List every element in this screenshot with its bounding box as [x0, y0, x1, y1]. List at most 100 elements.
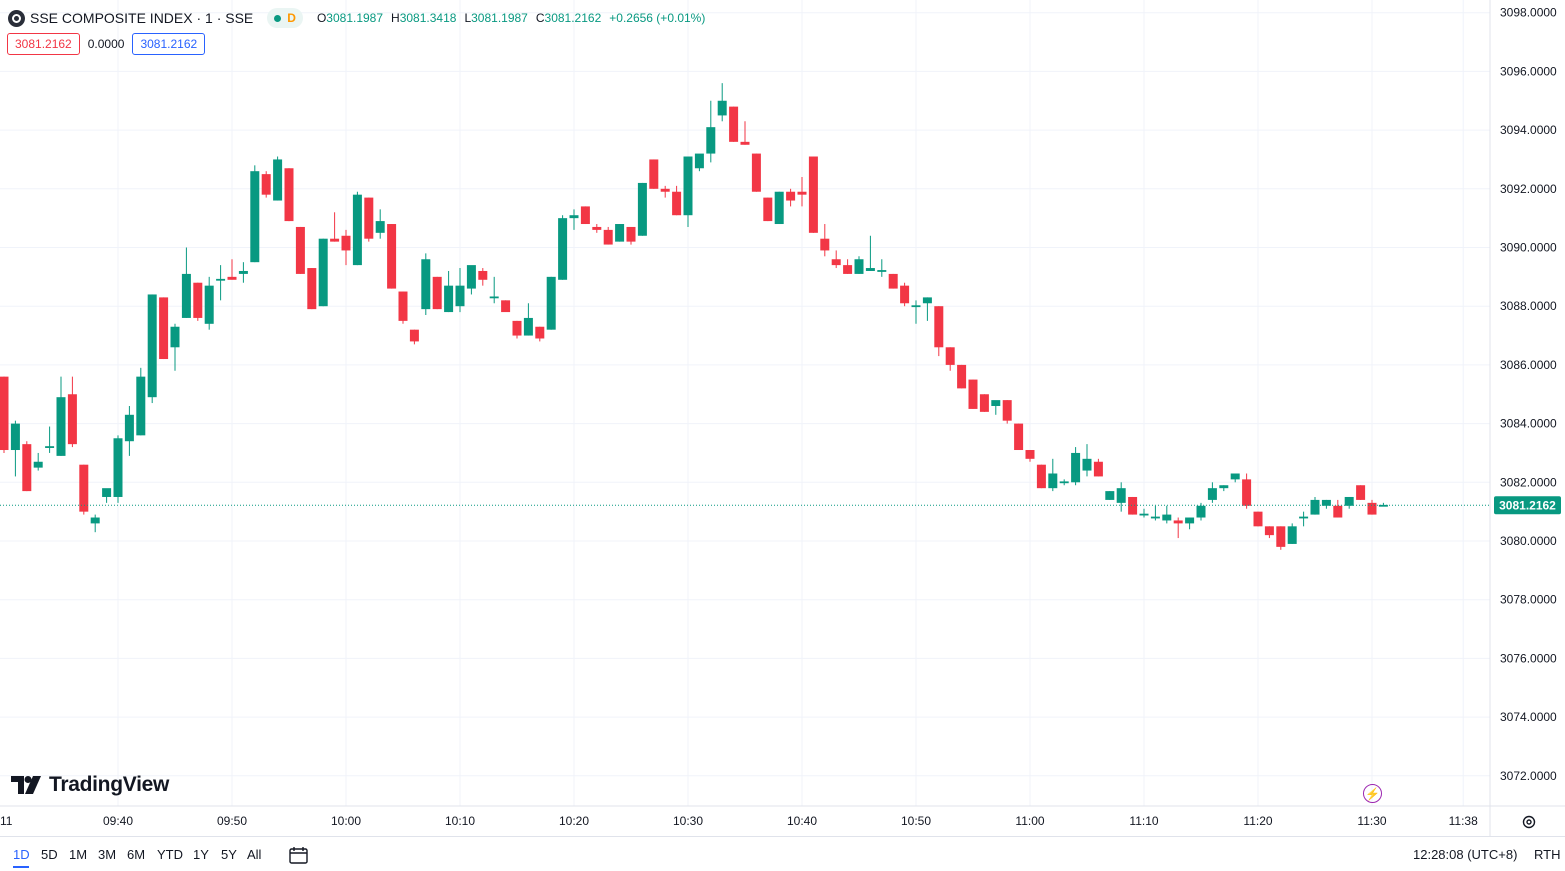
ask-value[interactable]: 3081.2162: [132, 33, 206, 55]
candle: [672, 185, 682, 216]
symbol-logo-icon: [8, 9, 25, 27]
candle: [694, 153, 704, 172]
candle-body: [10, 423, 20, 451]
candle-body: [387, 224, 397, 289]
candle-body: [786, 191, 796, 201]
candle-body: [558, 218, 568, 280]
candle: [877, 259, 887, 277]
status-badge: D: [287, 11, 296, 25]
calendar-range-icon[interactable]: [289, 846, 309, 864]
range-button-5d[interactable]: 5D: [41, 847, 58, 862]
bottom-toolbar: 1D 5D 1M 3M 6M YTD 1Y 5Y All 12:28:08 (UTC+8) RT…: [0, 836, 1565, 871]
range-button-all[interactable]: All: [247, 847, 262, 862]
candle: [33, 452, 43, 471]
candle-body: [193, 282, 203, 318]
candle: [637, 182, 647, 236]
gear-icon[interactable]: [1521, 814, 1537, 830]
range-button-1d[interactable]: 1D: [13, 847, 30, 862]
candle: [1207, 482, 1217, 503]
candle-body: [1150, 516, 1160, 519]
time-tick-label: 11:10: [1129, 814, 1158, 828]
candle-body: [238, 270, 248, 274]
candle: [1378, 502, 1388, 507]
session-toggle[interactable]: RTH: [1534, 847, 1561, 862]
candle-body: [227, 276, 237, 280]
candle-body: [181, 273, 191, 318]
candle: [113, 435, 123, 503]
candle-body: [672, 191, 682, 216]
candle-body: [649, 159, 659, 189]
candle-body: [637, 182, 647, 236]
range-button-3m[interactable]: 3M: [98, 847, 117, 862]
candle: [1242, 473, 1252, 509]
clock-display[interactable]: 12:28:08 (UTC+8): [1413, 847, 1518, 862]
candle-body: [888, 273, 898, 289]
candle: [432, 276, 442, 310]
candle-body: [1162, 514, 1172, 521]
candle-body: [694, 153, 704, 169]
candle-body: [261, 174, 271, 195]
time-tick-label: 11:00: [1015, 814, 1044, 828]
range-button-1m[interactable]: 1M: [69, 847, 88, 862]
market-status-badge[interactable]: D: [267, 8, 303, 28]
price-tick-label: 3084.0000: [1500, 417, 1557, 431]
candle-body: [523, 317, 533, 336]
candle-body: [820, 238, 830, 251]
range-button-ytd[interactable]: YTD: [157, 847, 183, 862]
time-tick-label: 09:40: [103, 814, 133, 828]
candle-body: [683, 156, 693, 216]
candle-body: [957, 364, 967, 389]
candle-body: [1128, 496, 1138, 515]
candle: [273, 156, 283, 201]
candle-body: [900, 285, 910, 304]
candle: [615, 224, 625, 242]
candle: [159, 297, 169, 360]
range-button-5y[interactable]: 5Y: [221, 847, 237, 862]
candlestick-chart[interactable]: 3072.0000 3074.0000 3076.0000 3078.0000 3080…: [0, 0, 1565, 836]
candle-body: [136, 376, 146, 436]
candle-body: [1219, 485, 1229, 489]
candle: [1059, 479, 1069, 486]
candle-body: [1048, 473, 1058, 489]
candle: [957, 364, 967, 389]
chart-legend: SSE COMPOSITE INDEX · 1 · SSE D O3081.19…: [8, 8, 705, 28]
price-axis[interactable]: 3072.0000 3074.0000 3076.0000 3078.0000 3080…: [1489, 0, 1557, 836]
candle: [409, 329, 419, 345]
candle: [193, 282, 203, 321]
candle: [569, 209, 579, 230]
time-tick-label: 10:20: [559, 814, 589, 828]
candle-body: [740, 141, 750, 145]
candle: [1253, 511, 1263, 527]
candle: [0, 376, 9, 453]
candle: [1230, 473, 1240, 483]
time-tick-label: 10:00: [331, 814, 361, 828]
candle: [341, 229, 351, 266]
candle-body: [364, 197, 374, 239]
ohlc-close: C3081.2162: [535, 11, 602, 25]
range-button-6m[interactable]: 6M: [127, 847, 146, 862]
candle: [147, 294, 157, 404]
bid-value[interactable]: 3081.2162: [7, 33, 80, 55]
candle-body: [626, 226, 636, 242]
candle: [649, 159, 659, 189]
candle: [136, 367, 146, 436]
lightning-icon[interactable]: ⚡: [1363, 784, 1382, 803]
range-button-1y[interactable]: 1Y: [193, 847, 209, 862]
candle-body: [1116, 488, 1126, 503]
last-price-label: 3081.2162: [1499, 498, 1556, 512]
candle: [478, 268, 488, 286]
candle: [398, 291, 408, 324]
candle-body: [1025, 450, 1035, 459]
candle-body: [398, 291, 408, 321]
candle: [888, 273, 898, 289]
price-tick-label: 3074.0000: [1500, 710, 1557, 724]
candle: [466, 265, 476, 295]
candle-body: [330, 238, 340, 242]
time-axis[interactable]: 11 09:40 09:50 10:00 10:10 10:20 10:30 10:40 10:…: [0, 805, 1565, 828]
candle-body: [535, 326, 545, 339]
candle-body: [1139, 513, 1149, 516]
tradingview-logo[interactable]: TradingView: [11, 773, 169, 797]
active-range-indicator: [13, 866, 29, 868]
symbol-title[interactable]: SSE COMPOSITE INDEX · 1 · SSE: [30, 10, 254, 26]
candle: [124, 405, 134, 456]
